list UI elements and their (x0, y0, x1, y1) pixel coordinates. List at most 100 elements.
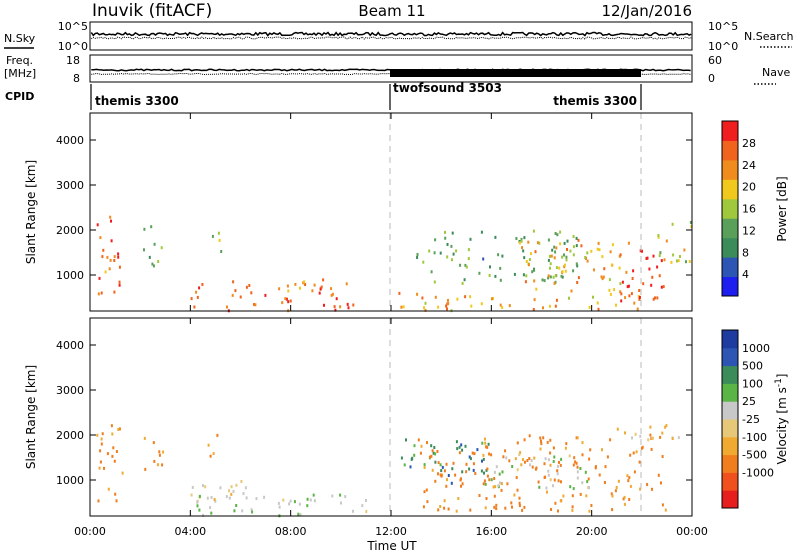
velocity-cell (202, 513, 205, 517)
velocity-cell (245, 496, 248, 500)
power-cell (232, 280, 235, 284)
velocity-cell (235, 483, 238, 487)
velocity-cell (473, 452, 476, 456)
velocity-cell (431, 449, 434, 453)
power-cell (101, 255, 104, 259)
velocity-cell (573, 456, 576, 460)
power-cell (152, 264, 155, 268)
power-cell (633, 301, 636, 305)
power-cell (677, 259, 680, 263)
velocity-cell (493, 477, 496, 480)
power-cell (424, 308, 427, 312)
velocity-cell (457, 497, 460, 500)
velocity-cell (469, 457, 472, 461)
velocity-cell (574, 460, 577, 464)
power-cell (648, 267, 651, 271)
velocity-cell (204, 485, 207, 489)
velocity-cell (558, 460, 560, 464)
power-cell (318, 291, 321, 295)
velocity-cell (113, 459, 116, 463)
power-cell (676, 259, 678, 263)
power-cell (631, 277, 634, 280)
velocity-cell (638, 460, 641, 464)
power-cell (672, 253, 675, 257)
power-cell (572, 253, 575, 257)
velocity-cell (156, 463, 159, 467)
velocity-cell (575, 461, 578, 465)
velocity-cell (530, 459, 533, 462)
velocity-cell (422, 505, 425, 509)
power-cell (620, 292, 623, 296)
velocity-cell (511, 465, 514, 468)
velocity-cell (411, 456, 414, 460)
power-colorbar-swatch (722, 237, 738, 258)
velocity-y-ticks: 1000 2000 3000 4000 (56, 339, 692, 487)
velocity-cell (523, 438, 526, 442)
power-cell (608, 288, 611, 292)
velocity-cell (210, 511, 213, 515)
velocity-cell (488, 452, 491, 456)
velocity-cell (288, 502, 291, 506)
power-cell (663, 258, 666, 262)
velocity-colorbar-swatch (722, 490, 738, 509)
velocity-cell (251, 510, 254, 514)
power-cell (289, 299, 292, 303)
velocity-cell (450, 481, 453, 485)
velocity-cell (458, 445, 461, 449)
x-tick-label: 00:00 (676, 525, 708, 538)
velocity-cell (153, 459, 156, 463)
power-cell (513, 272, 516, 276)
velocity-cell (609, 438, 612, 442)
velocity-cell (576, 465, 579, 469)
power-cell (577, 238, 580, 242)
velocity-cell (209, 506, 212, 510)
velocity-cell (432, 451, 435, 455)
x-tick-label: 00:00 (74, 525, 106, 538)
power-cell (195, 290, 198, 294)
nsearch-tick-top: 10^5 (708, 20, 738, 33)
power-cell (555, 266, 558, 270)
power-cell (552, 275, 555, 279)
velocity-cell (437, 472, 439, 476)
power-cell (499, 303, 502, 307)
power-cell (625, 270, 628, 274)
velocity-cell (552, 460, 555, 463)
velocity-cell (474, 472, 477, 475)
velocity-cell (481, 441, 484, 445)
velocity-cell (633, 470, 636, 474)
power-x-ticks (89, 113, 693, 311)
velocity-colorbar-swatch (722, 401, 738, 420)
velocity-cell (547, 469, 550, 473)
velocity-cell (403, 463, 406, 467)
power-colorbar: 4 8 12 16 20 24 28 Power [dB] (721, 120, 789, 297)
power-y-tick-label: 1000 (56, 269, 84, 282)
power-cell (239, 295, 242, 299)
power-cell (628, 294, 631, 298)
power-cell (559, 242, 562, 246)
power-cell (560, 274, 563, 278)
power-cell (553, 281, 556, 285)
velocity-cell (513, 493, 516, 497)
power-cell (528, 263, 530, 267)
power-cell (563, 263, 566, 267)
velocity-cell (409, 465, 412, 469)
velocity-cell (452, 461, 455, 465)
velocity-cell (543, 462, 546, 466)
velocity-cell (482, 453, 485, 457)
velocity-cell (511, 505, 513, 509)
velocity-cell (419, 451, 422, 455)
velocity-cell (542, 436, 545, 440)
velocity-cell (423, 490, 426, 494)
power-cell (254, 303, 257, 307)
power-cell (563, 253, 565, 257)
power-cell (520, 239, 523, 243)
velocity-cell (556, 472, 559, 476)
power-cell (445, 304, 448, 308)
velocity-cell (309, 498, 312, 502)
power-cell (609, 250, 612, 254)
power-cell (113, 290, 116, 294)
velocity-cell (518, 496, 521, 500)
power-cell (626, 285, 629, 289)
power-cell (576, 264, 579, 268)
velocity-cell (579, 467, 582, 470)
